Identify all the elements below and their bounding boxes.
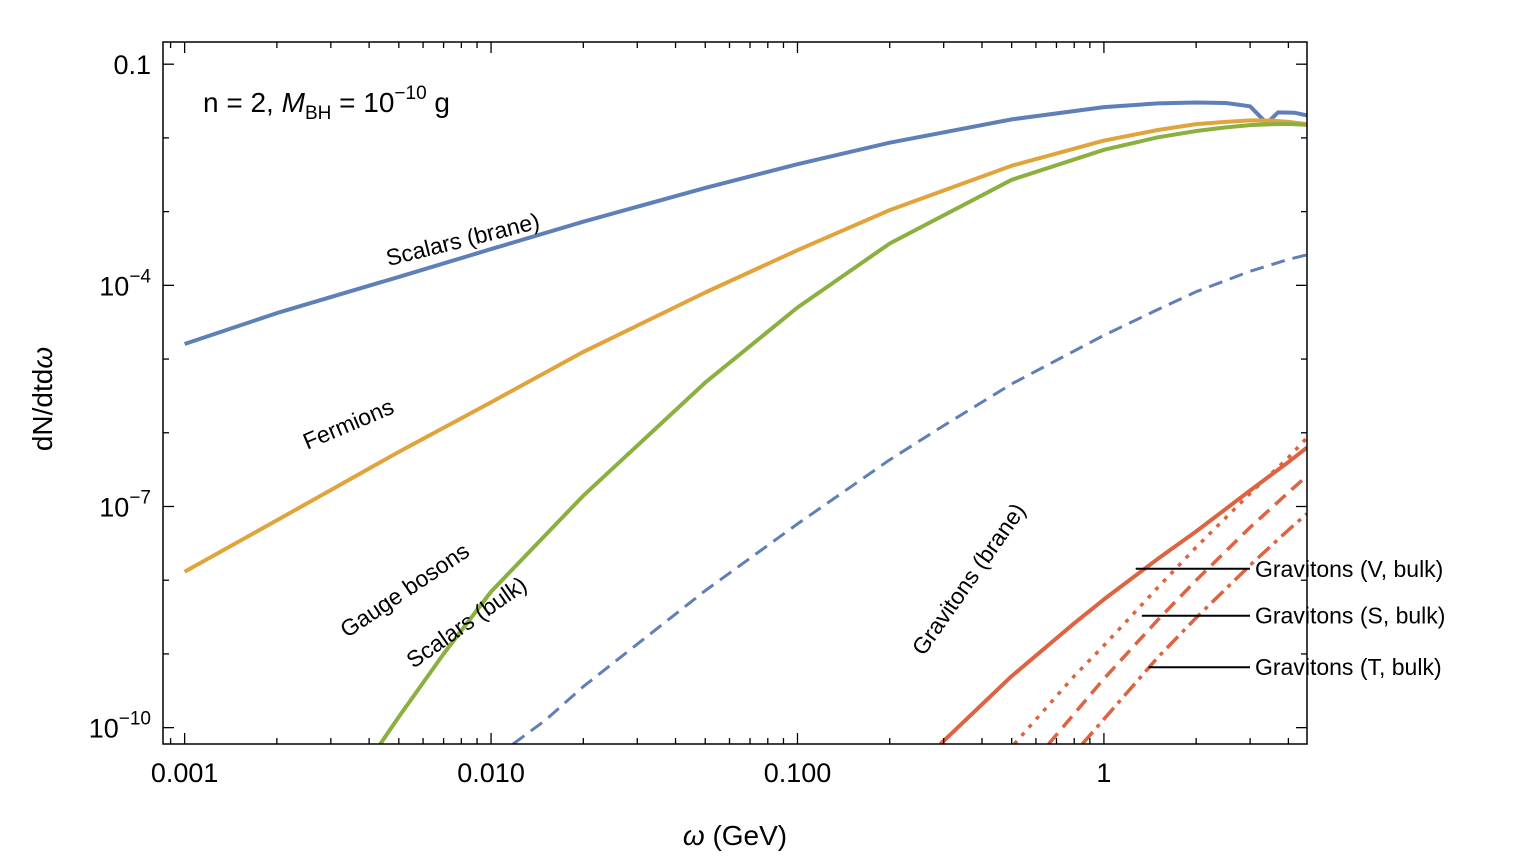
x-tick-label: 1 bbox=[1096, 758, 1111, 788]
parameter-annotation: n = 2, MBH = 10−10 g bbox=[203, 83, 450, 124]
x-axis-title: ω (GeV) bbox=[683, 820, 787, 851]
x-axis-symbol: ω bbox=[683, 820, 705, 851]
y-axis-title: dN/dtdω bbox=[27, 347, 58, 451]
plot-frame bbox=[162, 41, 1308, 745]
y-tick-exponent: −7 bbox=[129, 487, 151, 508]
y-tick-base: 10 bbox=[99, 271, 129, 301]
x-axis-unit: (GeV) bbox=[705, 820, 787, 851]
y-tick-base: 10 bbox=[99, 492, 129, 522]
annotation-symbol: M bbox=[282, 87, 306, 118]
ticks-group bbox=[163, 42, 1307, 744]
annotation-prefix: n = 2, bbox=[203, 87, 282, 118]
annotation-subscript: BH bbox=[305, 103, 331, 124]
y-axis-symbol: ω bbox=[27, 347, 58, 369]
annotation-exponent: −10 bbox=[394, 83, 426, 104]
callout-label-gravitons-v-bulk: Gravitons (V, bulk) bbox=[1255, 556, 1443, 582]
y-tick-exponent: −4 bbox=[129, 266, 151, 287]
annotation-suffix: g bbox=[427, 87, 450, 118]
y-axis-text: dN/dtd bbox=[27, 369, 58, 452]
series-line-gauge-bosons bbox=[378, 121, 1307, 744]
series-line-fermions bbox=[183, 118, 1307, 574]
y-tick-label: 10−7 bbox=[99, 487, 151, 522]
callout-label-gravitons-t-bulk: Gravitons (T, bulk) bbox=[1255, 654, 1442, 680]
callout-label-gravitons-s-bulk: Gravitons (S, bulk) bbox=[1255, 603, 1445, 629]
y-tick-label: 10−10 bbox=[89, 709, 151, 744]
series-line-gravitons-t-bulk bbox=[1080, 512, 1307, 744]
x-tick-label: 0.001 bbox=[151, 758, 219, 788]
y-tick-base: 0.1 bbox=[113, 50, 151, 80]
y-tick-label: 10−4 bbox=[99, 266, 151, 301]
x-tick-label: 0.010 bbox=[457, 758, 525, 788]
series-group bbox=[183, 100, 1307, 744]
y-tick-label: 0.1 bbox=[113, 50, 151, 80]
series-line-gravitons-v-bulk bbox=[1012, 436, 1307, 744]
y-tick-exponent: −10 bbox=[119, 709, 151, 730]
x-tick-label: 0.100 bbox=[764, 758, 832, 788]
annotation-middle: = 10 bbox=[331, 87, 394, 118]
series-line-gravitons-s-bulk bbox=[1047, 474, 1307, 744]
series-line-scalars-bulk bbox=[512, 253, 1307, 744]
y-tick-base: 10 bbox=[89, 714, 119, 744]
